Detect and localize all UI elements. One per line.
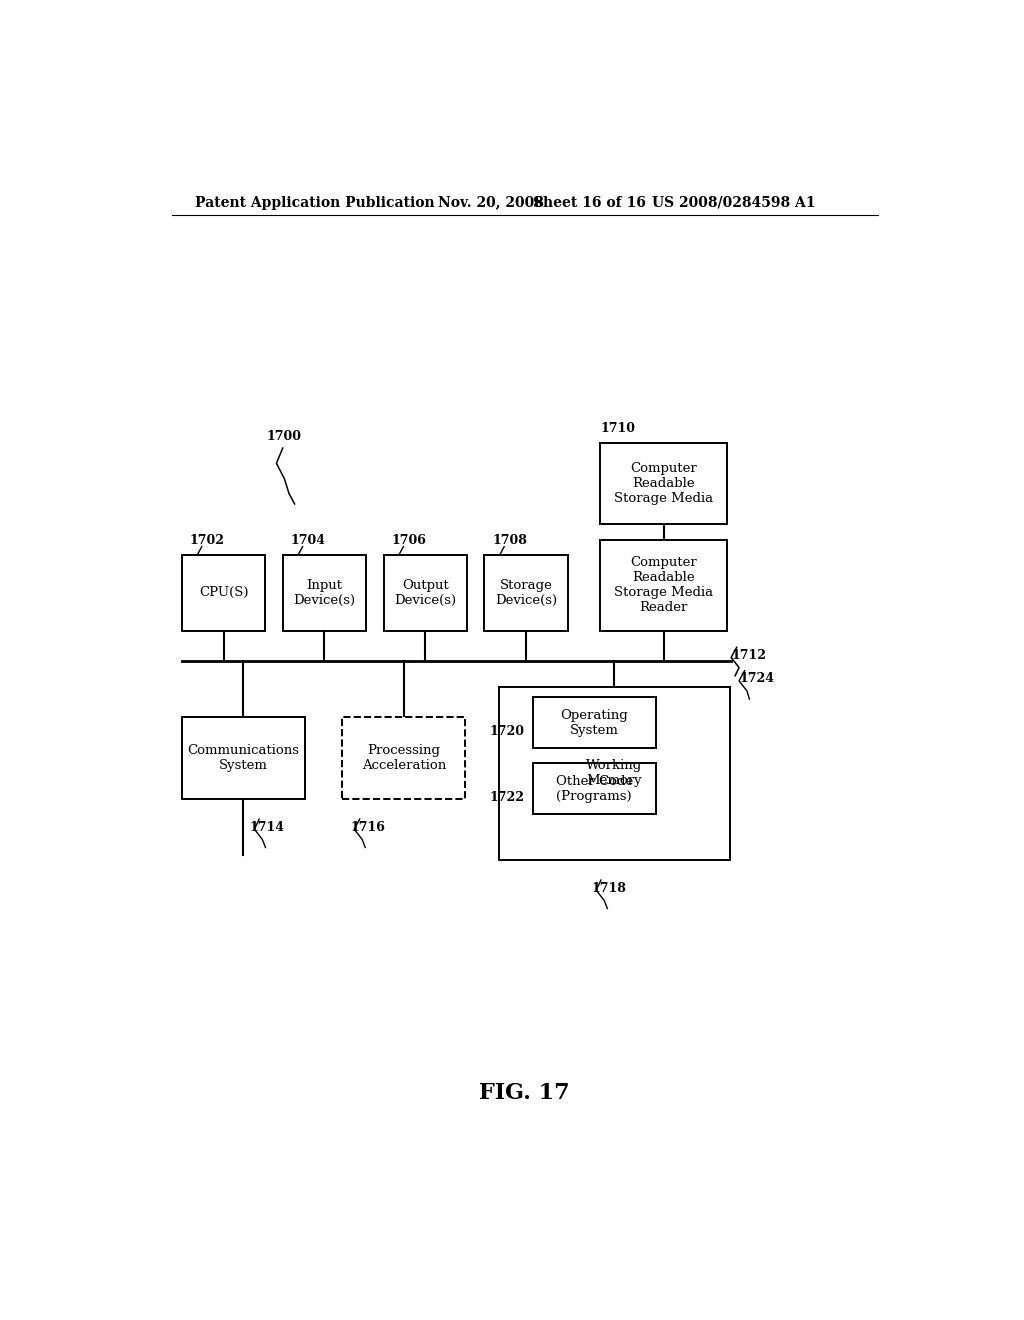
Text: Input
Device(s): Input Device(s) [293,579,355,607]
Bar [484,554,567,631]
Text: 1712: 1712 [731,649,766,663]
Bar [342,718,465,799]
Text: CPU(S): CPU(S) [199,586,249,599]
Text: 1720: 1720 [489,725,524,738]
Text: Communications
System: Communications System [187,744,299,772]
Text: 1718: 1718 [592,882,627,895]
Text: Computer
Readable
Storage Media
Reader: Computer Readable Storage Media Reader [614,556,714,614]
Text: FIG. 17: FIG. 17 [479,1082,570,1105]
Bar [600,444,727,524]
Bar [600,540,727,631]
Text: 1706: 1706 [391,533,426,546]
Bar [500,686,729,859]
Text: 1700: 1700 [267,430,302,444]
Text: Nov. 20, 2008: Nov. 20, 2008 [437,195,544,210]
Text: 1708: 1708 [493,533,527,546]
Text: 1724: 1724 [739,672,774,685]
Text: Sheet 16 of 16: Sheet 16 of 16 [532,195,645,210]
Text: Output
Device(s): Output Device(s) [394,579,457,607]
Text: Computer
Readable
Storage Media: Computer Readable Storage Media [614,462,714,506]
Text: 1702: 1702 [189,533,225,546]
Text: 1714: 1714 [250,821,285,834]
Bar [182,554,265,631]
Text: 1704: 1704 [291,533,326,546]
Bar [182,718,305,799]
Text: 1710: 1710 [600,422,635,434]
Bar [532,763,655,814]
Bar [532,697,655,748]
Text: 1716: 1716 [350,821,385,834]
Text: 1722: 1722 [489,791,524,804]
Text: Working
Memory: Working Memory [587,759,643,787]
Text: US 2008/0284598 A1: US 2008/0284598 A1 [652,195,815,210]
Text: Storage
Device(s): Storage Device(s) [495,579,557,607]
Text: Processing
Acceleration: Processing Acceleration [361,744,445,772]
Text: Other Code
(Programs): Other Code (Programs) [556,775,633,803]
Text: Patent Application Publication: Patent Application Publication [196,195,435,210]
Bar [283,554,367,631]
Bar [384,554,467,631]
Text: Operating
System: Operating System [560,709,628,737]
